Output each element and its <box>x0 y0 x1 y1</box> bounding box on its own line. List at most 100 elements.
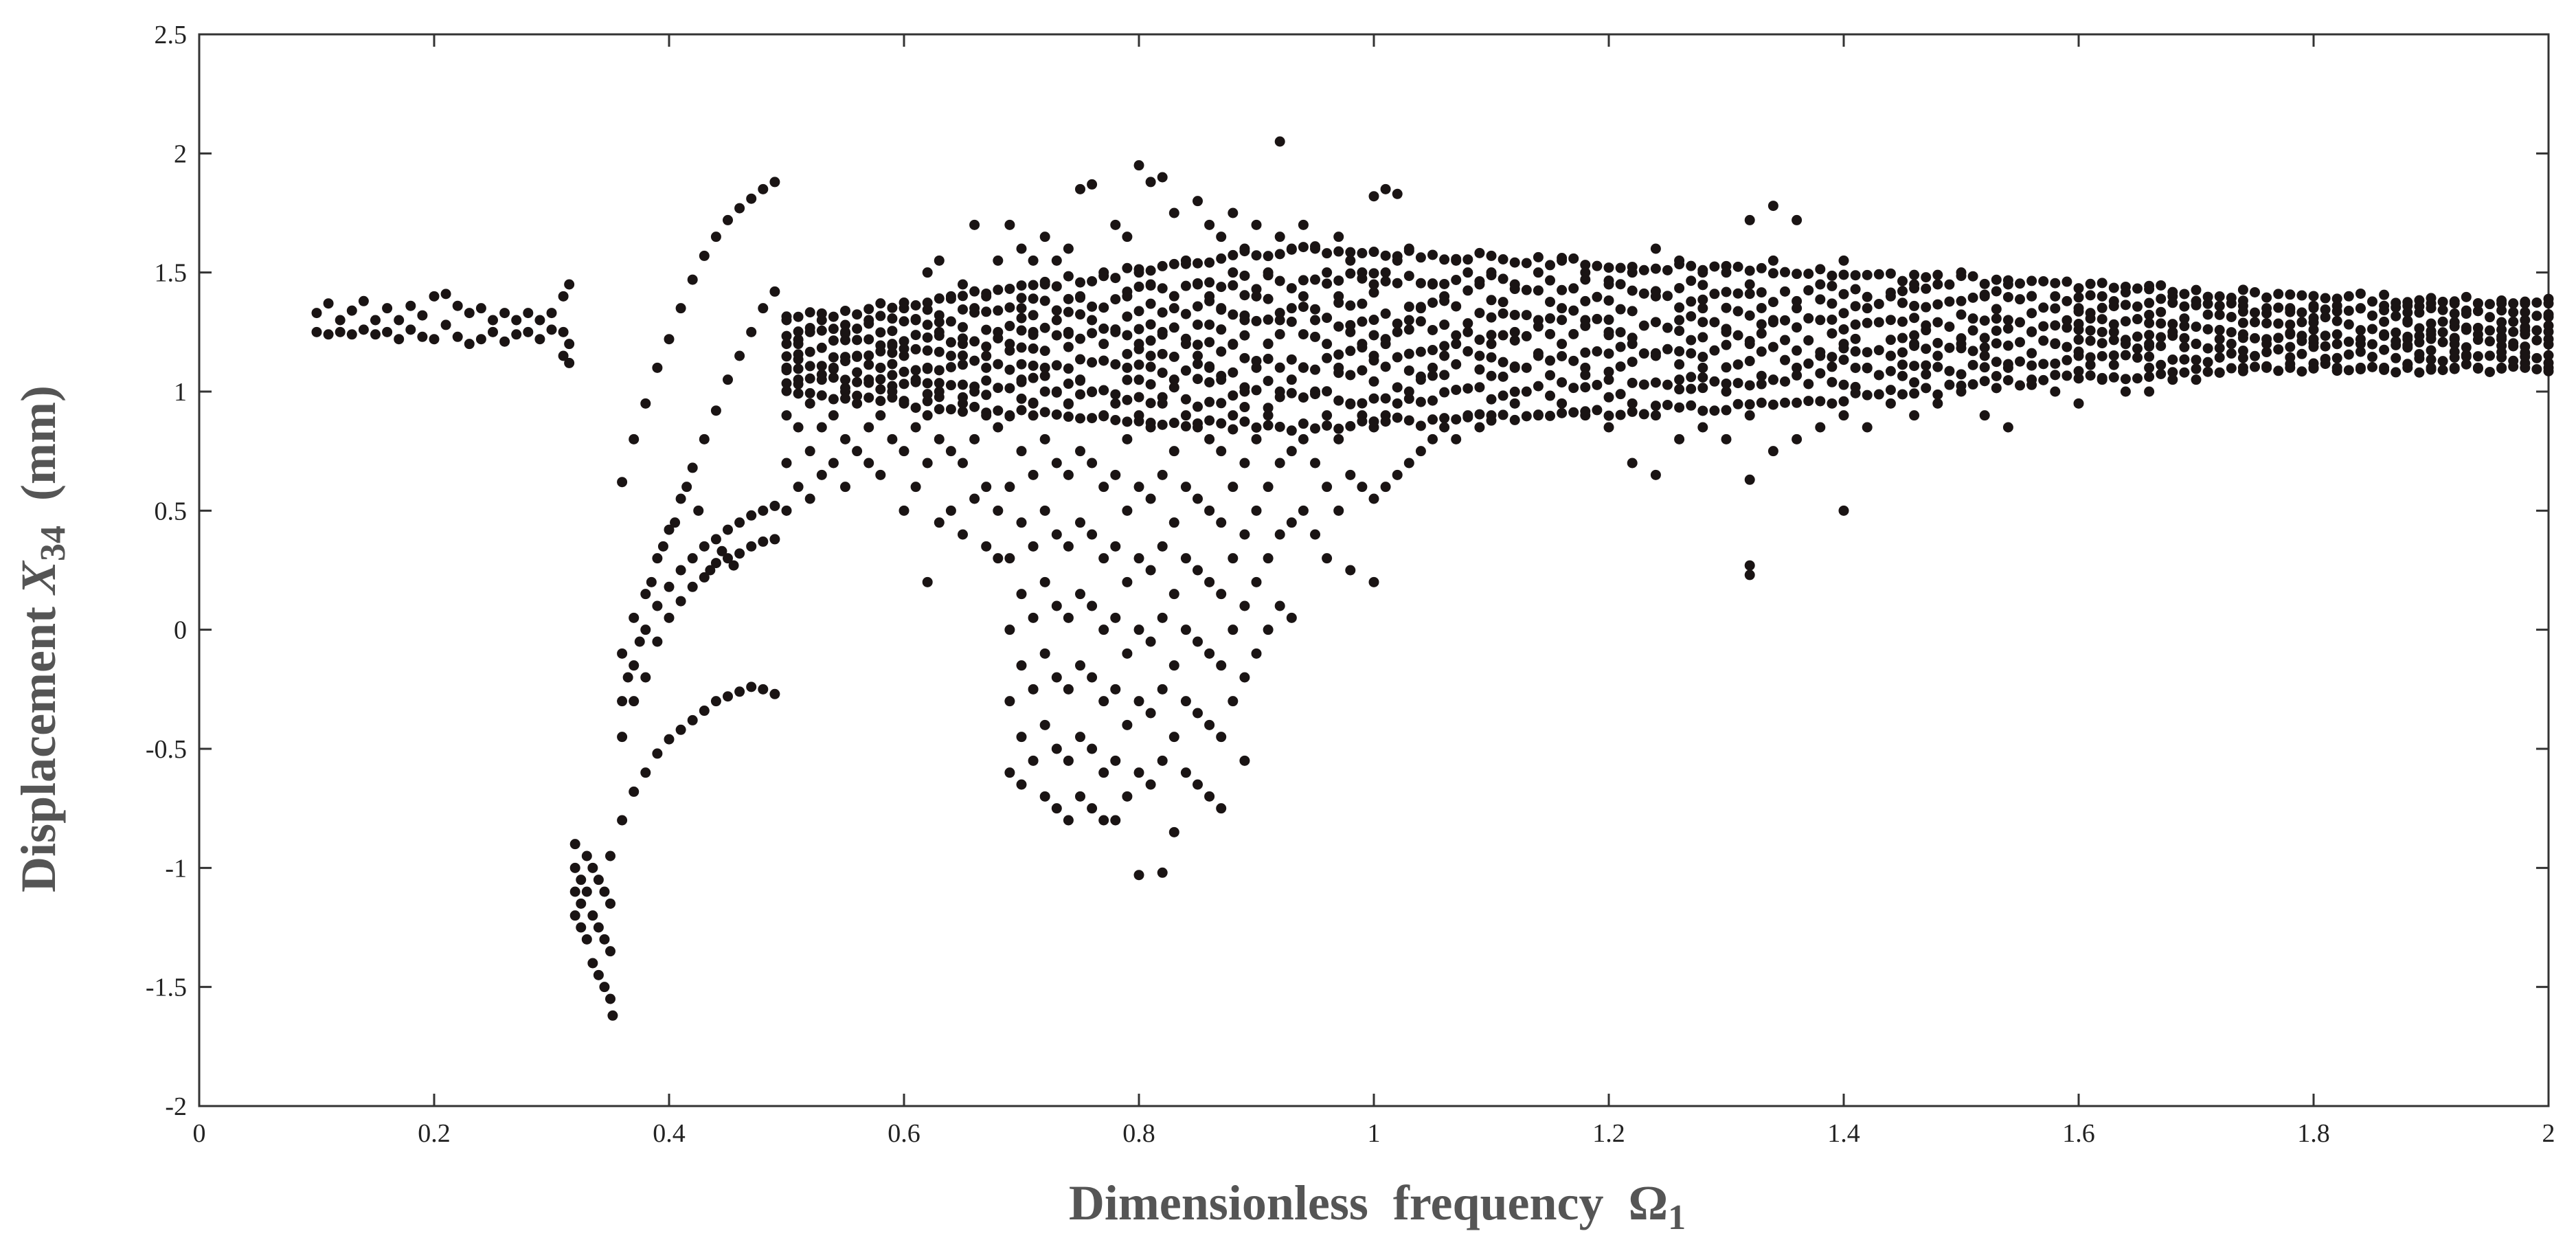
data-point <box>1016 393 1027 404</box>
data-point <box>945 505 956 516</box>
data-point <box>2520 306 2531 317</box>
data-point <box>1168 322 1179 333</box>
data-point <box>1133 359 1144 370</box>
data-point <box>1145 493 1156 504</box>
data-point <box>1545 260 1555 271</box>
data-point <box>1697 294 1708 305</box>
data-point <box>1180 308 1191 319</box>
data-point <box>816 325 827 336</box>
data-point <box>922 267 933 278</box>
data-point <box>1474 350 1485 361</box>
data-point <box>1897 297 1908 308</box>
data-point <box>1145 361 1156 372</box>
data-point <box>804 493 815 504</box>
data-point <box>981 482 992 493</box>
data-point <box>2543 293 2554 304</box>
data-point <box>1415 278 1426 289</box>
data-point <box>1815 294 1826 305</box>
data-point <box>2308 324 2319 335</box>
data-point <box>2202 343 2213 354</box>
data-point <box>922 332 933 343</box>
data-point <box>1721 286 1732 297</box>
data-point <box>887 381 898 392</box>
data-point <box>2261 339 2272 350</box>
data-point <box>2391 297 2402 308</box>
data-point <box>1286 374 1297 385</box>
data-point <box>1439 278 1450 289</box>
data-point <box>922 576 933 587</box>
data-point <box>1028 541 1039 552</box>
data-point <box>1157 329 1168 340</box>
data-point <box>1392 352 1403 363</box>
y-tick-label: -1.5 <box>146 973 187 1002</box>
y-axis-title: Displacement X34 (mm) <box>11 385 73 892</box>
data-point <box>2061 354 2072 365</box>
data-point <box>1228 309 1239 320</box>
data-point <box>1204 719 1215 730</box>
data-point <box>2026 379 2037 390</box>
data-point <box>1133 264 1144 275</box>
data-point <box>1439 254 1450 265</box>
data-point <box>1662 399 1673 410</box>
data-point <box>1827 398 1838 409</box>
data-point <box>2108 282 2119 293</box>
data-point <box>1357 298 1368 309</box>
data-point <box>2226 348 2237 359</box>
data-point <box>2002 340 2013 351</box>
data-point <box>852 309 863 320</box>
data-point <box>1627 458 1638 469</box>
data-point <box>1145 280 1156 291</box>
data-point <box>1498 308 1509 319</box>
data-point <box>1909 269 1920 280</box>
data-point <box>2132 301 2143 312</box>
data-point <box>1204 295 1215 306</box>
data-point <box>804 322 815 333</box>
data-point <box>1286 354 1297 365</box>
data-point <box>1662 264 1673 275</box>
data-point <box>1193 278 1203 289</box>
data-point <box>1051 315 1062 326</box>
data-point <box>1403 302 1414 313</box>
data-point <box>1193 350 1203 361</box>
data-point <box>1298 505 1309 516</box>
data-point <box>1333 232 1344 243</box>
data-point <box>1310 315 1320 326</box>
data-point <box>2461 305 2472 316</box>
data-point <box>922 297 933 308</box>
data-point <box>1697 422 1708 433</box>
data-point <box>769 500 780 511</box>
data-point <box>875 396 886 407</box>
data-point <box>1462 346 1473 357</box>
data-point <box>875 298 886 309</box>
data-point <box>781 365 792 376</box>
data-point <box>1967 313 1978 324</box>
data-point <box>2226 363 2237 374</box>
data-point <box>1122 505 1133 516</box>
data-point <box>1991 338 2002 349</box>
data-point <box>1838 379 1849 390</box>
data-point <box>1451 414 1462 425</box>
data-point <box>1615 304 1626 315</box>
data-point <box>394 315 405 326</box>
data-point <box>2120 316 2131 327</box>
data-point <box>1792 322 1803 333</box>
data-point <box>1638 264 1649 275</box>
data-point <box>1345 247 1356 258</box>
data-point <box>910 422 921 433</box>
data-point <box>2273 318 2284 329</box>
data-point <box>1286 612 1297 623</box>
data-point <box>816 342 827 353</box>
data-point <box>2073 306 2084 317</box>
data-point <box>1251 422 1262 433</box>
data-point <box>1039 362 1050 373</box>
data-point <box>2050 386 2061 397</box>
data-point <box>1145 565 1156 576</box>
data-point <box>2414 295 2425 306</box>
data-point <box>1862 363 1873 374</box>
data-point <box>2367 296 2377 307</box>
data-point <box>1310 364 1320 375</box>
data-point <box>1228 553 1239 564</box>
data-point <box>2002 275 2013 286</box>
data-point <box>1991 286 2002 297</box>
data-point <box>1403 315 1414 326</box>
